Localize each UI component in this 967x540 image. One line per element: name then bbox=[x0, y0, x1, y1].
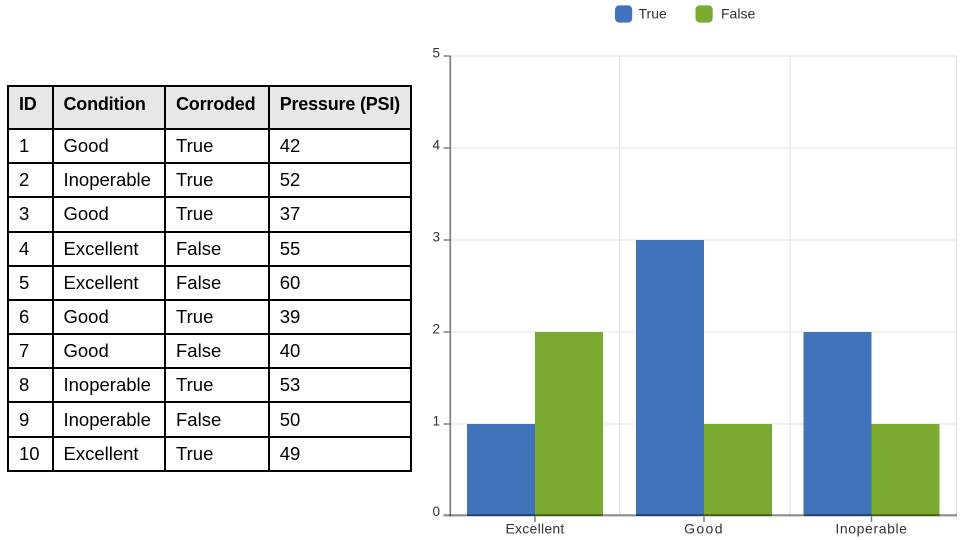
svg-text:Good: Good bbox=[684, 521, 724, 537]
svg-text:1: 1 bbox=[432, 414, 440, 429]
svg-text:False: False bbox=[721, 5, 755, 21]
svg-text:Excellent: Excellent bbox=[505, 521, 564, 537]
svg-text:3: 3 bbox=[432, 230, 440, 245]
svg-text:4: 4 bbox=[432, 138, 440, 153]
svg-text:5: 5 bbox=[432, 46, 440, 61]
svg-text:2: 2 bbox=[432, 322, 440, 337]
svg-text:Inoperable: Inoperable bbox=[835, 521, 907, 537]
svg-text:True: True bbox=[639, 5, 667, 21]
svg-text:0: 0 bbox=[432, 504, 440, 519]
